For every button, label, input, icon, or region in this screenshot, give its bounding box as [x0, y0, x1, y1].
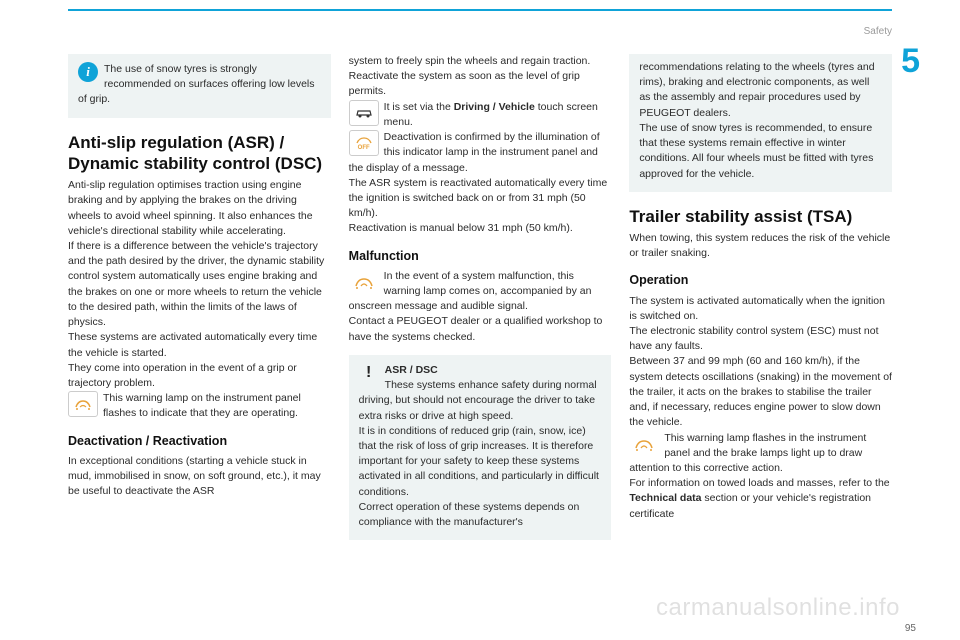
warning-lamp-icon [68, 391, 98, 417]
column-1: i The use of snow tyres is strongly reco… [68, 54, 331, 552]
top-accent-bar [68, 9, 892, 11]
malfunction-lamp-icon [349, 269, 379, 295]
info-box-tyres: i The use of snow tyres is strongly reco… [68, 54, 331, 118]
warning-title: ASR / DSC [385, 364, 438, 376]
column-2: system to freely spin the wheels and reg… [349, 54, 612, 552]
body-text: Reactivate the system as soon as the lev… [349, 69, 612, 99]
body-text: system to freely spin the wheels and reg… [349, 54, 612, 69]
icon-paragraph: This warning lamp on the instrument pane… [68, 391, 331, 421]
section-header: Safety [864, 26, 892, 37]
body-text: The ASR system is reactivated automatica… [349, 176, 612, 222]
body-text: When towing, this system reduces the ris… [629, 231, 892, 261]
body-text: Contact a PEUGEOT dealer or a qualified … [349, 314, 612, 344]
warning-box-asr-dsc: ! ASR / DSC These systems enhance safety… [349, 355, 612, 540]
vehicle-menu-icon [349, 100, 379, 126]
icon-text: Deactivation is confirmed by the illumin… [349, 131, 600, 173]
body-text: For information on towed loads and masse… [629, 476, 892, 522]
warning-lamp-icon [629, 431, 659, 457]
column-3: recommendations relating to the wheels (… [629, 54, 892, 552]
body-text: If there is a difference between the veh… [68, 239, 331, 330]
icon-text: It is set via the Driving / Vehicle touc… [384, 101, 598, 128]
body-text: They come into operation in the event of… [68, 361, 331, 391]
icon-paragraph: This warning lamp flashes in the instrum… [629, 431, 892, 477]
heading-operation: Operation [629, 271, 892, 289]
info-text: recommendations relating to the wheels (… [639, 61, 874, 180]
body-text: Anti-slip regulation optimises traction … [68, 178, 331, 239]
heading-asr-dsc: Anti-slip regulation (ASR) / Dynamic sta… [68, 132, 331, 175]
body-text: These systems are activated automaticall… [68, 330, 331, 360]
deactivation-lamp-icon: OFF [349, 130, 379, 156]
icon-paragraph: It is set via the Driving / Vehicle touc… [349, 100, 612, 130]
heading-deactivation: Deactivation / Reactivation [68, 432, 331, 450]
page-content: i The use of snow tyres is strongly reco… [68, 54, 892, 552]
body-text: The electronic stability control system … [629, 324, 892, 354]
info-text: The use of snow tyres is strongly recomm… [78, 63, 315, 105]
heading-malfunction: Malfunction [349, 247, 612, 265]
heading-tsa: Trailer stability assist (TSA) [629, 206, 892, 227]
body-text: Reactivation is manual below 31 mph (50 … [349, 221, 612, 236]
watermark: carmanualsonline.info [656, 594, 900, 622]
icon-paragraph: OFF Deactivation is confirmed by the ill… [349, 130, 612, 176]
info-box-recommendations: recommendations relating to the wheels (… [629, 54, 892, 192]
info-icon: i [78, 62, 98, 82]
warning-body: These systems enhance safety during norm… [359, 379, 599, 528]
exclamation-icon: ! [359, 363, 379, 383]
icon-text: In the event of a system malfunction, th… [349, 270, 592, 312]
page-number-footer: 95 [905, 623, 916, 634]
body-text: Between 37 and 99 mph (60 and 160 km/h),… [629, 354, 892, 430]
icon-text: This warning lamp on the instrument pane… [103, 392, 301, 419]
chapter-number: 5 [901, 42, 920, 81]
icon-paragraph: In the event of a system malfunction, th… [349, 269, 612, 315]
icon-text: This warning lamp flashes in the instrum… [629, 432, 866, 474]
body-text: In exceptional conditions (starting a ve… [68, 454, 331, 500]
body-text: The system is activated automatically wh… [629, 294, 892, 324]
